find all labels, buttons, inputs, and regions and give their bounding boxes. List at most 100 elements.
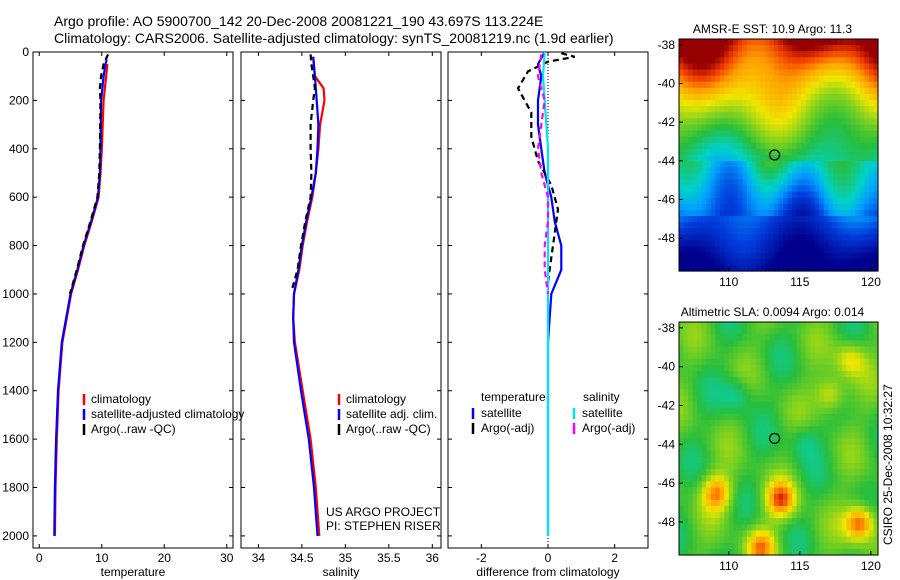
map-cell [832, 106, 838, 113]
map-cell [728, 530, 734, 538]
map-cell [850, 191, 856, 199]
map-cell [814, 234, 820, 242]
map-cell [683, 57, 689, 65]
map-cell [706, 252, 712, 260]
map-cell [814, 57, 820, 65]
map-cell [868, 216, 875, 223]
map-cell [796, 493, 802, 501]
map-cell [778, 346, 784, 354]
map-cell [783, 438, 789, 446]
map-cell [819, 413, 825, 421]
map-cell [846, 63, 852, 71]
legend-panel-2: temperaturesatelliteArgo(-adj)salinitysa… [471, 390, 635, 435]
map-cell [868, 475, 875, 483]
map-cell [810, 142, 816, 150]
map-cell [746, 542, 752, 550]
map-cell [859, 51, 866, 58]
map-cell [719, 203, 725, 211]
map-cell [706, 197, 712, 205]
map-cell [760, 524, 766, 532]
map-cell [796, 124, 802, 132]
map-cell [719, 456, 725, 464]
map-cell [819, 246, 825, 254]
map-cell [737, 548, 743, 556]
map-cell [719, 340, 725, 348]
map-cell [837, 155, 843, 162]
map-cell [783, 57, 789, 65]
map-cell [805, 499, 811, 507]
map-cell [823, 524, 829, 532]
map-cell [737, 334, 743, 341]
map-cell [859, 173, 866, 181]
map-cell [832, 512, 838, 519]
map-cell [715, 463, 721, 470]
map-cell [850, 179, 856, 187]
map-cell [728, 130, 734, 138]
map-cell [737, 505, 743, 513]
map-cell [710, 185, 716, 193]
y-tick-label: 1200 [2, 335, 29, 349]
map-cell [778, 136, 784, 144]
map-cell [728, 444, 734, 452]
map-cell [819, 81, 825, 89]
map-cell [760, 530, 766, 538]
map-cell [832, 87, 838, 95]
profile-panel-0: 0 10 20 30020040060080010001200140016001800… [2, 45, 233, 579]
map-cell [801, 112, 807, 119]
map-cell [805, 240, 811, 248]
map-cell [828, 106, 834, 113]
map-cell [697, 124, 703, 132]
map-cell [778, 413, 784, 421]
legend-label: satellite [481, 406, 522, 420]
map-cell [755, 240, 762, 248]
map-cell [688, 228, 694, 235]
map-cell [868, 63, 875, 71]
map-cell [823, 203, 829, 211]
map-cell [801, 493, 807, 501]
map-cell [792, 407, 798, 415]
map-cell [728, 81, 734, 89]
map-cell [706, 100, 712, 107]
map-cell [819, 377, 825, 384]
map-cell [823, 493, 829, 501]
map-cell [679, 124, 685, 132]
map-cell [810, 209, 816, 217]
y-tick-label: 800 [9, 239, 29, 253]
map-cell [837, 548, 843, 556]
map-cell [701, 469, 707, 476]
map-cell [846, 328, 852, 335]
map-cell [846, 352, 852, 360]
map-cell [787, 148, 793, 156]
map-cell [755, 487, 762, 495]
map-cell [697, 203, 703, 211]
map-cell [841, 340, 847, 348]
map-cell [796, 383, 802, 391]
map-cell [823, 364, 829, 372]
map-cell [769, 191, 775, 199]
map-cell [819, 450, 825, 458]
map-cell [810, 173, 816, 181]
map-cell [737, 155, 743, 162]
map-cell [810, 124, 816, 132]
map-cell [832, 234, 838, 242]
map-cell [832, 130, 838, 138]
map-cell [692, 530, 698, 538]
map-cell [796, 463, 802, 470]
map-cell [746, 389, 752, 397]
map-cell [742, 252, 748, 260]
map-cell [679, 203, 685, 211]
map-cell [769, 352, 775, 360]
map-cell [868, 512, 875, 519]
map-cell [837, 450, 843, 458]
map-cell [715, 222, 721, 229]
map-cell [868, 352, 875, 360]
map-cell [837, 106, 843, 113]
map-cell [742, 389, 748, 397]
map-cell [801, 118, 807, 126]
map-cell [792, 389, 798, 397]
map-cell [814, 352, 820, 360]
map-cell [850, 222, 856, 229]
map-cell [724, 81, 730, 89]
map-cell [742, 401, 748, 409]
